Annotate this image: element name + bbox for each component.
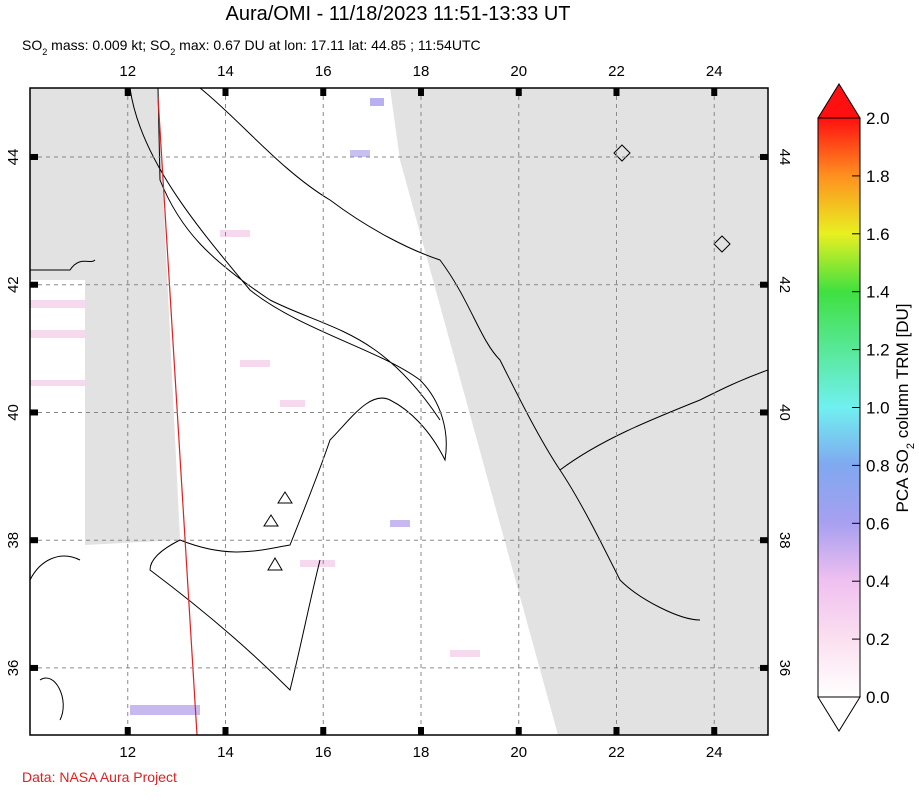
text-part: max: 0.67 DU at lon: 17.11 lat: 44.85 ; … xyxy=(175,37,480,53)
text-part: PCA SO xyxy=(893,449,912,512)
tick-mark xyxy=(222,88,229,96)
map xyxy=(30,88,768,735)
tick-mark xyxy=(30,281,38,288)
tick-mark xyxy=(760,409,768,416)
tick-mark xyxy=(30,664,38,671)
subscript: 2 xyxy=(905,443,917,449)
y-tick-label: 36 xyxy=(5,660,22,677)
tick-mark xyxy=(711,727,718,735)
colorbar-tick-label: 0.0 xyxy=(866,688,890,707)
x-tick-label: 20 xyxy=(510,63,527,80)
coastline xyxy=(199,88,768,621)
subscript: 2 xyxy=(170,47,175,57)
tick-mark xyxy=(124,727,131,735)
x-tick-label: 24 xyxy=(706,63,723,80)
coastline xyxy=(30,259,96,721)
subtitle: SO2 mass: 0.009 kt; SO2 max: 0.67 DU at … xyxy=(22,37,481,57)
subscript: 2 xyxy=(42,47,47,57)
tick-mark xyxy=(760,153,768,160)
colorbar-tick-label: 1.4 xyxy=(866,283,890,302)
tick-mark xyxy=(30,153,38,160)
text-part: mass: 0.009 kt; SO xyxy=(47,37,170,53)
y-tick-label: 38 xyxy=(776,532,793,549)
title: Aura/OMI - 11/18/2023 11:51-13:33 UT xyxy=(225,3,570,25)
tick-mark xyxy=(760,281,768,288)
tick-mark xyxy=(711,88,718,96)
x-tick-label: 12 xyxy=(119,63,136,80)
colorbar-extend-top xyxy=(817,83,861,119)
colorbar-tick-label: 1.6 xyxy=(866,225,890,244)
tick-mark xyxy=(760,664,768,671)
x-tick-label: 24 xyxy=(706,744,723,761)
tick-mark xyxy=(320,88,327,96)
tick-mark xyxy=(760,537,768,544)
no-data-region xyxy=(390,88,768,735)
colorbar-tick-label: 2.0 xyxy=(866,109,890,128)
tick-mark xyxy=(30,537,38,544)
tick-mark xyxy=(320,727,327,735)
tick-mark xyxy=(417,727,424,735)
colorbar-extend-bottom xyxy=(817,696,861,732)
y-tick-label: 40 xyxy=(5,404,22,421)
x-tick-label: 18 xyxy=(413,744,430,761)
no-data-region xyxy=(30,88,180,545)
tick-mark xyxy=(30,409,38,416)
orbit-track xyxy=(157,96,198,735)
x-tick-label: 22 xyxy=(608,744,625,761)
colorbar-label: PCA SO2 column TRM [DU] xyxy=(893,304,917,513)
so2-swaths xyxy=(30,98,480,715)
tick-mark xyxy=(222,727,229,735)
y-tick-label: 42 xyxy=(776,276,793,293)
x-tick-label: 20 xyxy=(510,744,527,761)
text-part: SO xyxy=(22,37,42,53)
colorbar-tick-label: 1.8 xyxy=(866,167,890,186)
tick-mark xyxy=(515,727,522,735)
grid xyxy=(30,88,768,735)
x-tick-label: 22 xyxy=(608,63,625,80)
x-tick-label: 12 xyxy=(119,744,136,761)
tick-mark xyxy=(515,88,522,96)
colorbar-tick-label: 0.6 xyxy=(866,514,890,533)
y-tick-label: 36 xyxy=(776,660,793,677)
colorbar-tick-label: 0.2 xyxy=(866,630,890,649)
colorbar-tick-label: 0.8 xyxy=(866,456,890,475)
x-tick-label: 16 xyxy=(315,63,332,80)
y-tick-label: 42 xyxy=(5,276,22,293)
coastline xyxy=(129,88,447,691)
x-tick-label: 14 xyxy=(217,63,234,80)
footer: Data: NASA Aura Project xyxy=(22,769,177,785)
tick-mark xyxy=(417,88,424,96)
text-part: column TRM [DU] xyxy=(893,304,912,444)
tick-mark xyxy=(124,88,131,96)
colorbar-tick-label: 1.2 xyxy=(866,341,890,360)
axes: 12 12 14 14 16 16 18 18 20 20 22 22 24 24 36 36 38 38 40 40… xyxy=(5,63,793,761)
volcano-markers xyxy=(263,144,731,571)
x-tick-label: 18 xyxy=(413,63,430,80)
y-tick-label: 38 xyxy=(5,532,22,549)
colorbar-tick-label: 1.0 xyxy=(866,399,890,418)
tick-mark xyxy=(613,727,620,735)
colorbar-axis: 0.0 0.2 0.4 0.6 0.8 1.0 1.2 1.4 1.6 1.8 2.0 xyxy=(852,109,890,707)
colorbar-tick-label: 0.4 xyxy=(866,572,890,591)
x-tick-label: 16 xyxy=(315,744,332,761)
tick-mark xyxy=(613,88,620,96)
y-tick-label: 40 xyxy=(776,404,793,421)
y-tick-label: 44 xyxy=(776,149,793,166)
x-tick-label: 14 xyxy=(217,744,234,761)
y-tick-label: 44 xyxy=(5,149,22,166)
